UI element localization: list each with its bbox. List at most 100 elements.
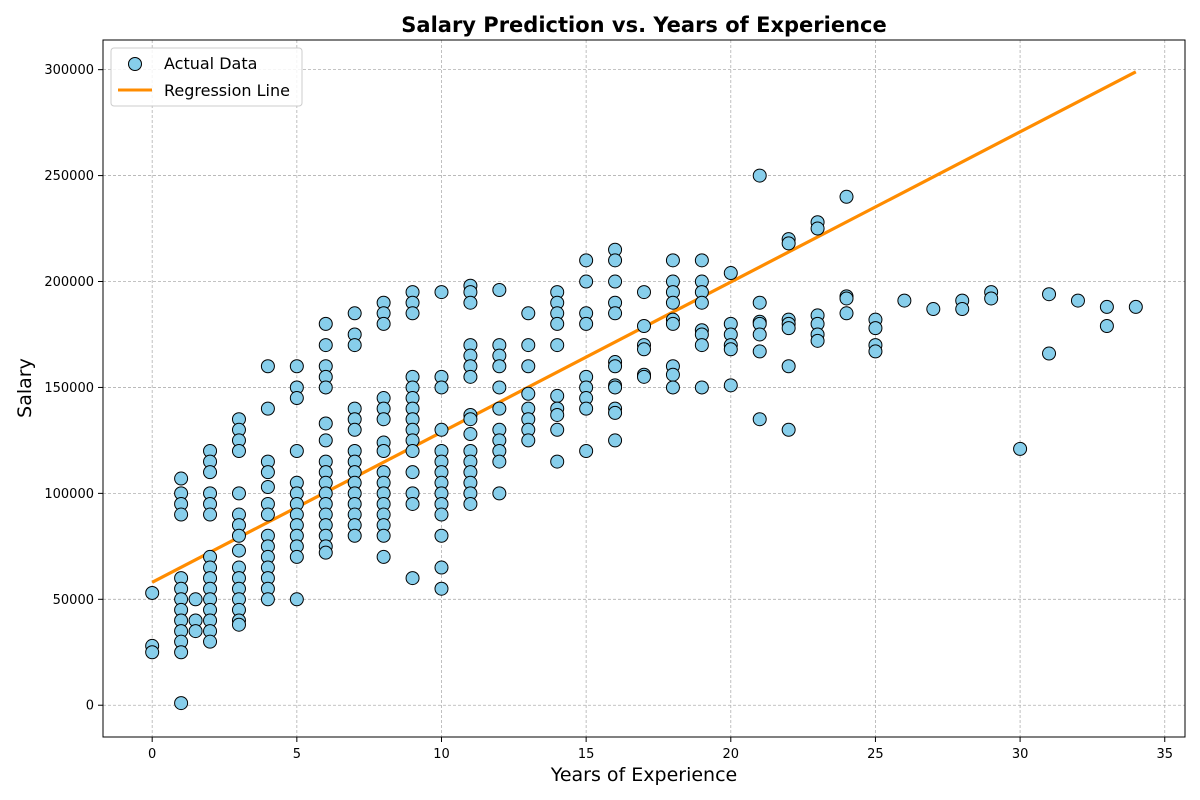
x-tick-label: 30 xyxy=(1012,747,1029,762)
data-point xyxy=(665,380,680,395)
data-point xyxy=(665,295,680,310)
data-point xyxy=(289,391,304,406)
data-point xyxy=(463,496,478,511)
data-point xyxy=(608,433,623,448)
data-point xyxy=(260,507,275,522)
data-point xyxy=(637,369,651,384)
data-point xyxy=(492,282,507,297)
data-point xyxy=(781,236,796,251)
data-point xyxy=(1013,441,1028,456)
data-point xyxy=(318,380,333,395)
data-point xyxy=(579,253,594,268)
data-point xyxy=(608,253,623,268)
data-point xyxy=(723,378,738,393)
data-point xyxy=(405,306,420,321)
data-point xyxy=(434,285,449,300)
data-point xyxy=(347,306,362,321)
data-point xyxy=(347,338,362,353)
data-point xyxy=(839,291,854,306)
data-point xyxy=(492,401,507,416)
legend-box xyxy=(110,47,303,107)
data-point xyxy=(665,367,680,382)
data-point xyxy=(376,412,391,427)
data-point xyxy=(694,253,709,268)
data-point xyxy=(405,465,420,480)
data-point xyxy=(637,342,651,357)
y-axis-ticks: 0 50000 100000 150000 200000 250000 300000 xyxy=(44,63,103,714)
data-point xyxy=(1070,293,1085,308)
data-point xyxy=(463,295,478,310)
data-point xyxy=(174,471,189,486)
data-point xyxy=(231,443,246,458)
data-point xyxy=(289,359,304,374)
data-point xyxy=(492,454,507,469)
data-point xyxy=(521,359,536,374)
x-tick-label: 25 xyxy=(867,747,884,762)
x-axis-ticks: 0 5 10 15 20 25 30 35 xyxy=(148,737,1173,762)
data-point xyxy=(231,543,246,558)
data-point xyxy=(231,528,246,543)
data-point xyxy=(174,645,189,660)
y-axis-label: Salary xyxy=(14,358,36,418)
data-point xyxy=(637,285,651,300)
data-point xyxy=(665,253,680,268)
data-point xyxy=(376,528,391,543)
plot-area-frame xyxy=(102,39,1186,738)
scatter-points xyxy=(145,168,1143,711)
data-point xyxy=(723,266,738,281)
data-point xyxy=(521,338,536,353)
data-point xyxy=(289,549,304,564)
data-point xyxy=(579,316,594,331)
legend-label-regression-line: Regression Line xyxy=(164,81,290,100)
data-point xyxy=(608,359,623,374)
data-point xyxy=(231,617,246,632)
data-point xyxy=(868,321,883,336)
y-tick-label: 100000 xyxy=(44,487,94,502)
data-point xyxy=(318,433,333,448)
data-point xyxy=(231,486,246,501)
data-point xyxy=(694,338,709,353)
data-point xyxy=(434,422,449,437)
x-tick-label: 10 xyxy=(433,747,450,762)
data-point xyxy=(984,291,999,306)
data-point xyxy=(463,369,478,384)
data-point xyxy=(260,359,275,374)
legend-label-actual-data: Actual Data xyxy=(164,54,257,73)
data-point xyxy=(289,592,304,607)
data-point xyxy=(752,295,767,310)
data-point xyxy=(723,342,738,357)
data-point xyxy=(637,319,651,334)
x-tick-label: 35 xyxy=(1156,747,1173,762)
data-point xyxy=(492,359,507,374)
data-point xyxy=(434,560,449,575)
data-point xyxy=(434,507,449,522)
data-point xyxy=(318,338,333,353)
data-point xyxy=(376,443,391,458)
y-tick-label: 50000 xyxy=(53,593,94,608)
data-point xyxy=(405,571,420,586)
data-point xyxy=(188,624,203,639)
data-point xyxy=(145,585,160,600)
data-point xyxy=(318,545,333,560)
data-point xyxy=(550,422,565,437)
data-point xyxy=(434,528,449,543)
data-point xyxy=(897,293,912,308)
data-point xyxy=(1099,299,1114,314)
data-point xyxy=(550,338,565,353)
x-tick-label: 15 xyxy=(578,747,595,762)
data-point xyxy=(405,443,420,458)
data-point xyxy=(839,306,854,321)
data-point xyxy=(781,422,796,437)
data-point xyxy=(955,302,970,317)
data-point xyxy=(347,528,362,543)
data-point xyxy=(203,634,218,649)
data-point xyxy=(145,645,160,660)
x-tick-label: 20 xyxy=(723,747,740,762)
data-point xyxy=(694,380,709,395)
data-point xyxy=(665,316,680,331)
data-point xyxy=(203,507,218,522)
legend: Actual Data Regression Line xyxy=(110,47,303,107)
data-point xyxy=(608,380,623,395)
x-tick-label: 0 xyxy=(148,747,156,762)
